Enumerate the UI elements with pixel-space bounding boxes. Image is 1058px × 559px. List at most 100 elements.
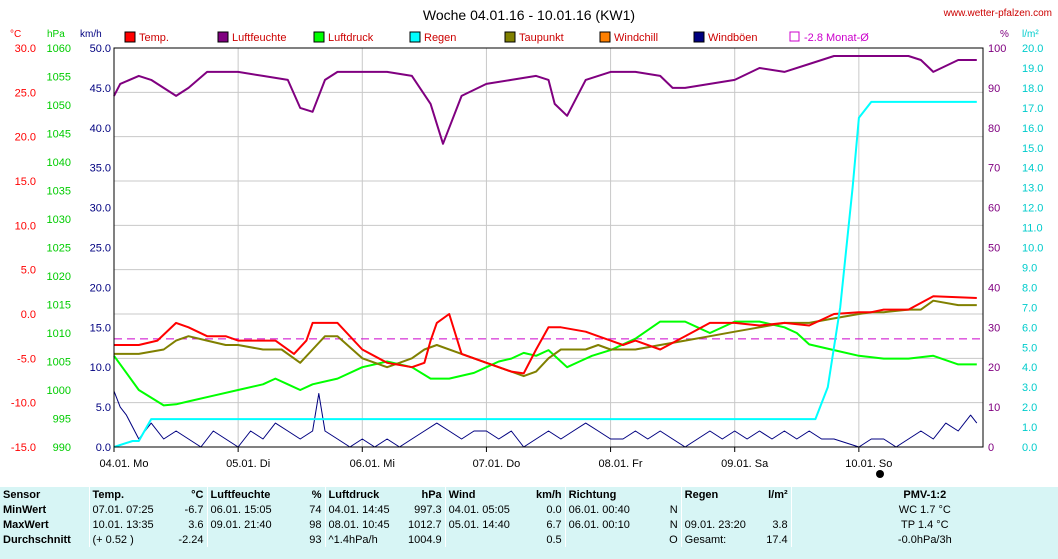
pressure-time: 08.01. 10:45 bbox=[324, 517, 405, 532]
legend-swatch bbox=[789, 31, 800, 42]
temp-time: 07.01. 07:25 bbox=[88, 502, 169, 517]
moon-phase-icon bbox=[876, 470, 884, 478]
rain-tick-label: 2.0 bbox=[1022, 402, 1037, 414]
statistics-table: Sensor Temp. °C Luftfeuchte % Luftdruck … bbox=[0, 487, 1058, 547]
stats-row-min: MinWert 07.01. 07:25 -6.7 06.01. 15:05 7… bbox=[0, 502, 1058, 517]
header-temp-unit: °C bbox=[191, 488, 204, 501]
pressure-value: 1004.9 bbox=[408, 533, 442, 546]
x-tick-label: 09.01. Sa bbox=[721, 458, 769, 470]
pressure-tick-label: 1025 bbox=[47, 243, 71, 255]
statistics-panel: Sensor Temp. °C Luftfeuchte % Luftdruck … bbox=[0, 487, 1058, 559]
x-tick-label: 10.01. So bbox=[845, 458, 892, 470]
temp-value: 3.6 bbox=[188, 518, 204, 531]
temp-tick-label: 15.0 bbox=[15, 176, 36, 188]
rain-tick-label: 18.0 bbox=[1022, 83, 1043, 95]
rain-tick-label: 12.0 bbox=[1022, 203, 1043, 215]
rain-time: 09.01. 23:20 bbox=[680, 517, 762, 532]
rain-tick-label: 13.0 bbox=[1022, 183, 1043, 195]
header-sensor: Sensor bbox=[3, 488, 41, 501]
humidity-time: 06.01. 15:05 bbox=[206, 502, 287, 517]
rain-tick-label: 10.0 bbox=[1022, 243, 1043, 255]
direction-time bbox=[564, 532, 666, 547]
series-regen bbox=[113, 100, 977, 448]
series-luftdruck bbox=[113, 320, 977, 407]
legend-label: -2.8 Monat-Ø bbox=[804, 32, 869, 44]
legend-swatch bbox=[504, 31, 516, 43]
wind-tick-label: 15.0 bbox=[90, 322, 111, 334]
rain-value: 3.8 bbox=[772, 518, 788, 531]
header-temp: Temp. bbox=[88, 487, 169, 502]
wind-time bbox=[444, 532, 522, 547]
humidity-value: 93 bbox=[309, 533, 322, 546]
pressure-value: 1012.7 bbox=[408, 518, 442, 531]
weather-chart: Woche 04.01.16 - 10.01.16 (KW1) www.wett… bbox=[10, 7, 1052, 478]
humidity-time: 09.01. 21:40 bbox=[206, 517, 287, 532]
header-pmv: PMV-1:2 bbox=[790, 487, 1058, 502]
series-windb-en bbox=[113, 390, 978, 448]
header-wind: Wind bbox=[444, 487, 522, 502]
legend-swatch bbox=[124, 31, 136, 43]
pressure-tick-label: 1045 bbox=[47, 129, 71, 141]
humidity-time bbox=[206, 532, 287, 547]
pressure-tick-label: 1020 bbox=[47, 271, 71, 283]
humidity-value: 74 bbox=[309, 503, 322, 516]
header-pressure: Luftdruck bbox=[324, 487, 405, 502]
row-label: MinWert bbox=[3, 503, 47, 516]
wind-tick-label: 30.0 bbox=[90, 203, 111, 215]
chart-series bbox=[113, 55, 978, 448]
header-direction-unit bbox=[665, 487, 681, 502]
pressure-tick-label: 1050 bbox=[47, 100, 71, 112]
temp-tick-label: -5.0 bbox=[17, 353, 36, 365]
rain-tick-label: 16.0 bbox=[1022, 123, 1043, 135]
rain-tick-label: 19.0 bbox=[1022, 63, 1043, 75]
rain-tick-label: 11.0 bbox=[1022, 223, 1043, 235]
stats-row-max: MaxWert 10.01. 13:35 3.6 09.01. 21:40 98… bbox=[0, 517, 1058, 532]
pressure-tick-label: 990 bbox=[53, 442, 71, 454]
chart-title: Woche 04.01.16 - 10.01.16 (KW1) bbox=[423, 7, 635, 23]
humidity-tick-label: 60 bbox=[988, 203, 1000, 215]
temp-tick-label: 5.0 bbox=[21, 265, 36, 277]
wind-tick-label: 25.0 bbox=[90, 243, 111, 255]
temp-tick-label: -10.0 bbox=[11, 398, 36, 410]
plot-frame bbox=[113, 47, 984, 448]
rain-tick-label: 7.0 bbox=[1022, 302, 1037, 314]
humidity-axis-unit: % bbox=[1000, 29, 1009, 40]
pressure-time: 04.01. 14:45 bbox=[324, 502, 405, 517]
wind-tick-label: 35.0 bbox=[90, 163, 111, 175]
source-link[interactable]: www.wetter-pfalzen.com bbox=[943, 8, 1052, 19]
direction-value: O bbox=[669, 533, 678, 546]
rain-tick-label: 6.0 bbox=[1022, 322, 1037, 334]
legend-label: Temp. bbox=[139, 32, 169, 44]
humidity-tick-label: 70 bbox=[988, 163, 1000, 175]
header-pressure-unit: hPa bbox=[421, 488, 442, 501]
pressure-tick-label: 1000 bbox=[47, 385, 71, 397]
legend-label: Taupunkt bbox=[519, 32, 564, 44]
series-taupunkt bbox=[114, 299, 977, 378]
rain-tick-label: 0.0 bbox=[1022, 442, 1037, 454]
wind-tick-label: 50.0 bbox=[90, 43, 111, 55]
humidity-tick-label: 0 bbox=[988, 442, 994, 454]
rain-tick-label: 17.0 bbox=[1022, 103, 1043, 115]
direction-value: N bbox=[669, 518, 678, 531]
pmv-value: WC 1.7 °C bbox=[790, 502, 1058, 517]
x-tick-label: 07.01. Do bbox=[473, 458, 521, 470]
legend-swatch bbox=[409, 31, 421, 43]
humidity-tick-label: 80 bbox=[988, 123, 1000, 135]
rain-value: 17.4 bbox=[766, 533, 788, 546]
wind-tick-label: 5.0 bbox=[96, 402, 111, 414]
header-humidity: Luftfeuchte bbox=[206, 487, 287, 502]
wind-time: 04.01. 05:05 bbox=[444, 502, 522, 517]
temp-tick-label: -15.0 bbox=[11, 442, 36, 454]
rain-tick-label: 3.0 bbox=[1022, 382, 1037, 394]
rain-time: Gesamt: bbox=[680, 532, 762, 547]
x-tick-label: 06.01. Mi bbox=[350, 458, 395, 470]
temp-time: (+ 0.52 ) bbox=[88, 532, 169, 547]
rain-tick-label: 4.0 bbox=[1022, 362, 1037, 374]
pressure-tick-label: 1040 bbox=[47, 157, 71, 169]
legend-swatch bbox=[693, 31, 705, 43]
humidity-tick-label: 20 bbox=[988, 362, 1000, 374]
legend-swatch bbox=[313, 31, 325, 43]
rain-value bbox=[761, 502, 791, 517]
row-label: Durchschnitt bbox=[3, 533, 71, 546]
rain-tick-label: 20.0 bbox=[1022, 43, 1043, 55]
